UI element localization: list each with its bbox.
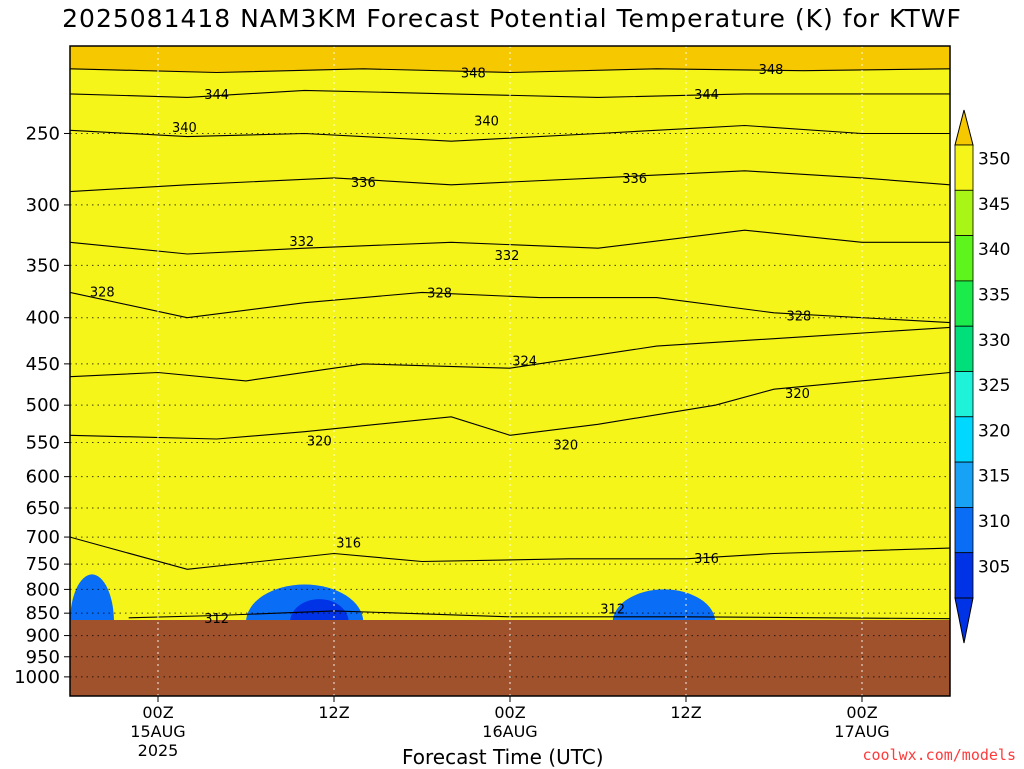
- x-tick-label: 00Z: [142, 703, 173, 722]
- y-tick-label: 250: [26, 123, 60, 144]
- colorbar-swatch: [954, 325, 974, 372]
- colorbar-tick-label: 325: [978, 376, 1010, 396]
- colorbar-swatch: [954, 280, 974, 327]
- colorbar-tick-label: 315: [978, 467, 1010, 487]
- x-axis-label: Forecast Time (UTC): [402, 745, 604, 769]
- contour-320: [70, 371, 950, 440]
- contour-324: [70, 326, 950, 382]
- contour-label: 340: [474, 115, 499, 130]
- colorbar-tick-label: 320: [978, 421, 1010, 441]
- contour-label: 332: [495, 249, 520, 264]
- y-tick-label: 450: [26, 354, 60, 375]
- colorbar-swatch: [954, 506, 974, 554]
- colorbar-swatch: [954, 416, 974, 463]
- colorbar-tick-label: 335: [978, 285, 1010, 305]
- contour-label: 328: [90, 285, 115, 300]
- y-tick-label: 500: [26, 395, 60, 416]
- contour-label: 328: [787, 310, 812, 325]
- x-tick-date: 16AUG: [482, 722, 537, 741]
- colorbar-swatch: [954, 552, 974, 599]
- x-tick-label: 00Z: [494, 703, 525, 722]
- y-axis: 2503003504004505005506006507007508008509…: [14, 123, 70, 688]
- y-tick-label: 650: [26, 498, 60, 519]
- contour-label: 332: [289, 235, 314, 250]
- x-tick-label: 12Z: [670, 703, 701, 722]
- contour-label: 320: [553, 439, 578, 454]
- colorbar-bottom-arrow: [954, 597, 974, 644]
- contour-label: 336: [622, 172, 647, 187]
- colorbar-tick-label: 310: [978, 512, 1010, 532]
- source-credit: coolwx.com/models: [862, 746, 1016, 764]
- y-tick-label: 850: [26, 603, 60, 624]
- colorbar-swatch: [954, 235, 974, 282]
- y-tick-label: 600: [26, 467, 60, 488]
- contour-344: [70, 89, 950, 98]
- y-tick-label: 800: [26, 579, 60, 600]
- colorbar-tick-label: 340: [978, 240, 1010, 260]
- contour-332: [70, 229, 950, 255]
- colorbar-tick-label: 350: [978, 150, 1010, 170]
- colorbar-tick-label: 330: [978, 331, 1010, 351]
- y-tick-label: 300: [26, 195, 60, 216]
- x-tick-label: 00Z: [846, 703, 877, 722]
- contour-label: 328: [427, 286, 452, 301]
- y-tick-label: 350: [26, 255, 60, 276]
- colorbar: 350 345 340 335 330 325 320 315 310 305: [954, 109, 1010, 644]
- x-tick-year: 2025: [138, 741, 179, 760]
- colorbar-tick-label: 305: [978, 557, 1010, 577]
- y-tick-label: 550: [26, 433, 60, 454]
- contour-label: 344: [204, 88, 229, 103]
- contour-label: 348: [461, 67, 486, 82]
- y-tick-label: 700: [26, 527, 60, 548]
- contour-label: 316: [694, 552, 719, 567]
- y-tick-label: 750: [26, 554, 60, 575]
- contour-label: 316: [336, 537, 361, 552]
- contour-label: 336: [351, 176, 376, 191]
- contour-312: [128, 610, 950, 620]
- contour-328: [70, 291, 950, 324]
- contour-label: 324: [512, 354, 537, 369]
- y-tick-label: 400: [26, 308, 60, 329]
- colorbar-swatch: [954, 144, 974, 191]
- colorbar-tick-label: 345: [978, 195, 1010, 215]
- contour-label: 348: [759, 63, 784, 78]
- contour-label: 320: [307, 434, 332, 449]
- x-tick-date: 15AUG: [130, 722, 185, 741]
- contour-label: 344: [694, 88, 719, 103]
- contour-label: 312: [600, 603, 625, 618]
- grid-lines: [70, 46, 950, 696]
- chart-title: 2025081418 NAM3KM Forecast Potential Tem…: [62, 4, 962, 33]
- contour-label: 312: [204, 612, 229, 627]
- y-tick-label: 900: [26, 626, 60, 647]
- contour-316: [70, 536, 950, 570]
- x-tick-date: 17AUG: [834, 722, 889, 741]
- contour-340: [70, 124, 950, 142]
- theta-contours: [70, 68, 950, 620]
- colorbar-swatch: [954, 461, 974, 508]
- contour-label: 320: [785, 387, 810, 402]
- contour-labels: 348 348 344 344 340 340 336 336 332 332 328 328 328 3…: [90, 63, 812, 627]
- colorbar-swatch: [954, 371, 974, 418]
- y-tick-label: 950: [26, 647, 60, 668]
- colorbar-swatch: [954, 189, 974, 237]
- contour-348: [70, 68, 950, 74]
- contour-label: 340: [172, 121, 197, 136]
- y-tick-label: 1000: [14, 667, 60, 688]
- colorbar-top-arrow: [954, 109, 974, 146]
- contour-336: [70, 170, 950, 193]
- x-tick-label: 12Z: [318, 703, 349, 722]
